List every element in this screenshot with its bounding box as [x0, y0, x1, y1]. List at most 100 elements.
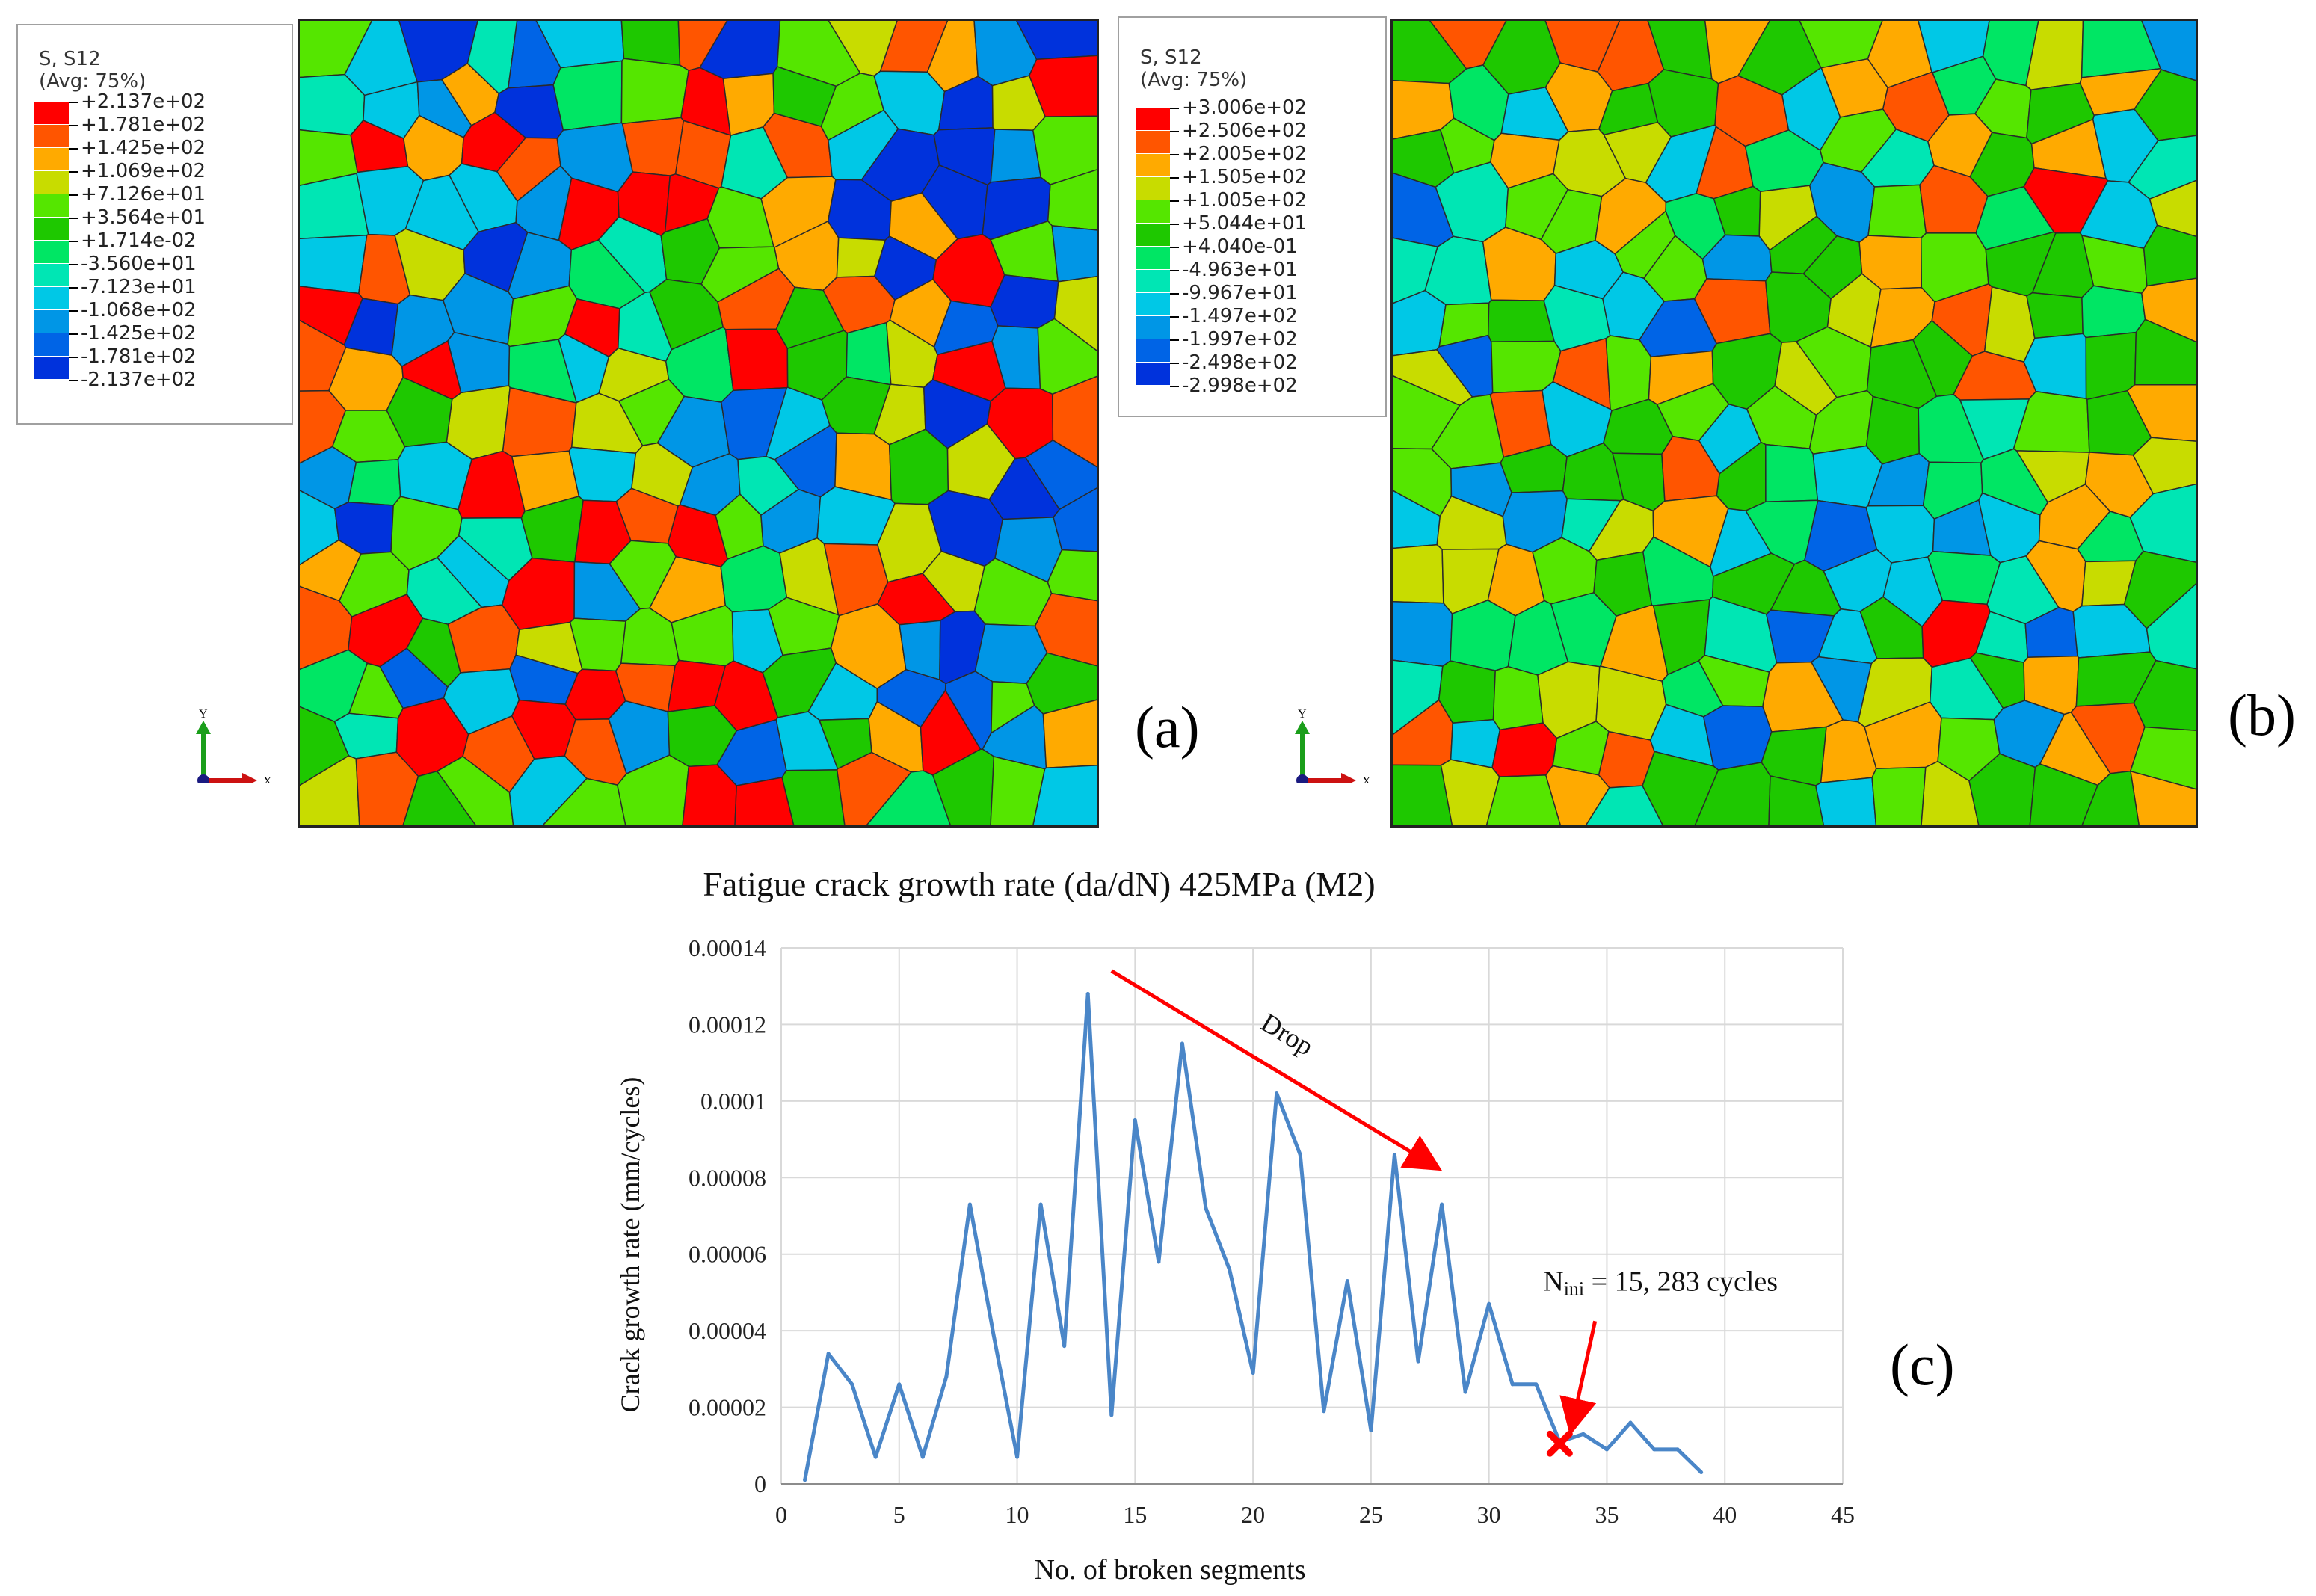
legend-a-label: +1.781e+02 — [81, 114, 206, 136]
grain-cell — [888, 428, 949, 505]
legend-b-label: +1.005e+02 — [1182, 189, 1308, 212]
legend-b-label: -9.967e+01 — [1182, 282, 1298, 304]
data-point — [1628, 1420, 1633, 1425]
grain-cell — [2132, 437, 2196, 495]
grain-cell — [1393, 601, 1453, 667]
legend-a-tick — [69, 125, 78, 126]
triad-b-y-label: Y — [1298, 709, 1307, 721]
stress-map-a — [298, 19, 1099, 828]
grain-cell — [620, 58, 690, 125]
data-point — [1038, 1202, 1043, 1207]
x-tick-label: 40 — [1713, 1501, 1737, 1528]
data-point — [1392, 1153, 1396, 1157]
data-point — [803, 1478, 807, 1482]
grain-cell — [621, 117, 685, 176]
legend-a-tick — [69, 264, 78, 265]
legend-b-tick — [1170, 293, 1179, 295]
grain-cell — [2141, 277, 2196, 342]
grain-cell — [2126, 383, 2196, 442]
legend-a-title: S, S12 — [39, 48, 101, 70]
crack-growth-chart: Fatigue crack growth rate (da/dN) 425MPa… — [615, 865, 1955, 1586]
data-point — [1416, 1359, 1420, 1364]
legend-b-title: S, S12 — [1140, 46, 1202, 69]
legend-b-swatch — [1136, 131, 1170, 153]
legend-a-swatch — [34, 287, 69, 309]
legend-b-label: +2.506e+02 — [1182, 120, 1308, 142]
data-point — [1180, 1041, 1184, 1046]
legend-a-tick — [69, 218, 78, 219]
grain-cell — [1605, 335, 1652, 412]
grain-cell — [1871, 766, 1927, 825]
x-tick-label: 30 — [1477, 1501, 1501, 1528]
legend-a-swatch — [34, 171, 69, 194]
legend-a-tick — [69, 148, 78, 150]
grain-cell — [348, 459, 401, 506]
legend-b-tick — [1170, 200, 1179, 202]
triad-a-x-label: X — [263, 775, 271, 783]
data-point — [1463, 1390, 1467, 1394]
data-point — [944, 1375, 949, 1379]
grain-cell — [724, 328, 789, 392]
legend-a-tick — [69, 102, 78, 103]
data-point — [1275, 1091, 1279, 1096]
x-tick-label: 5 — [893, 1501, 905, 1528]
grain-cell — [1047, 549, 1097, 602]
legend-b-label: +5.044e+01 — [1182, 212, 1308, 235]
x-tick-label: 25 — [1359, 1501, 1383, 1528]
legend-a-label: -2.137e+02 — [81, 369, 197, 391]
grain-cell — [1016, 21, 1097, 61]
grain-cell — [846, 321, 892, 386]
legend-b-swatch — [1136, 224, 1170, 246]
data-point — [1015, 1455, 1020, 1459]
legend-b-tick — [1170, 316, 1179, 318]
legend-a-tick — [69, 380, 78, 381]
grain-cell — [1028, 55, 1097, 117]
y-axis-label: Crack growth rate (mm/cycles) — [615, 1077, 645, 1413]
y-tick-label: 0.00014 — [689, 934, 766, 961]
grain-cell — [620, 21, 681, 67]
legend-a-swatch — [34, 333, 69, 356]
x-tick-label: 35 — [1595, 1501, 1619, 1528]
grain-map-a — [300, 21, 1097, 825]
data-point — [1510, 1382, 1515, 1387]
legend-b: S, S12 (Avg: 75%) +3.006e+02 +2.506e+02 +2… — [1118, 16, 1387, 417]
grain-cell — [1053, 487, 1097, 552]
legend-a-scale: +2.137e+02 +1.781e+02 +1.425e+02 +1.069e+02… — [34, 92, 289, 416]
legend-a-label: -7.123e+01 — [81, 276, 197, 298]
grain-map-b — [1393, 21, 2196, 825]
legend-a-label: +1.425e+02 — [81, 137, 206, 159]
grain-cell — [1867, 184, 1927, 239]
grain-cell — [1450, 599, 1516, 671]
y-tick-label: 0.0001 — [700, 1088, 766, 1115]
legend-a-tick — [69, 171, 78, 173]
x-axis-label: No. of broken segments — [1034, 1554, 1305, 1586]
y-tick-label: 0.00004 — [689, 1317, 766, 1344]
grain-cell — [1492, 665, 1544, 731]
x-tick-label: 20 — [1241, 1501, 1265, 1528]
grain-cell — [1865, 395, 1920, 465]
panel-label-b: (b) — [2228, 683, 2296, 748]
data-point — [1204, 1206, 1208, 1210]
initiation-marker — [1546, 1430, 1573, 1457]
y-tick-label: 0 — [754, 1470, 766, 1497]
data-point — [1157, 1260, 1161, 1264]
data-point — [1675, 1447, 1680, 1452]
legend-b-tick — [1170, 339, 1179, 341]
grain-cell — [1034, 592, 1097, 667]
legend-a-swatch — [34, 218, 69, 240]
legend-a-label: -1.425e+02 — [81, 322, 197, 345]
legend-b-label: -2.998e+02 — [1182, 375, 1298, 397]
legend-a-tick — [69, 194, 78, 196]
legend-b-swatch — [1136, 247, 1170, 269]
legend-b-swatch — [1136, 177, 1170, 200]
grain-cell — [1491, 722, 1558, 777]
grain-cell — [1393, 543, 1444, 604]
legend-a-label: -1.068e+02 — [81, 299, 197, 321]
x-tick-label: 15 — [1123, 1501, 1147, 1528]
data-point — [1062, 1344, 1067, 1349]
grain-cell — [1702, 705, 1773, 771]
drop-arrow — [1110, 969, 1443, 1171]
legend-a-swatch — [34, 148, 69, 170]
data-point — [991, 1332, 996, 1337]
data-point — [826, 1352, 831, 1356]
